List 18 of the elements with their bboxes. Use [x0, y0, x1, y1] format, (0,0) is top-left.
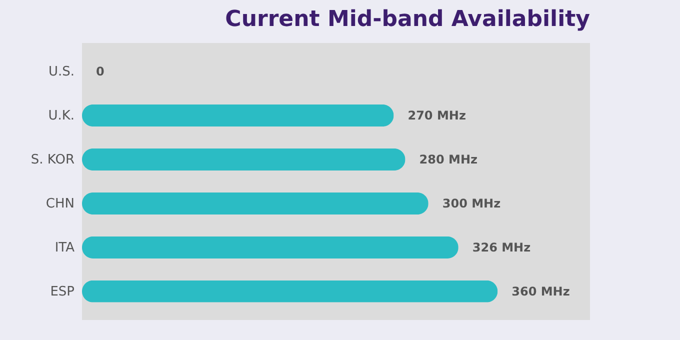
data-label: 270 MHz	[408, 108, 466, 123]
data-label: 326 MHz	[472, 240, 531, 254]
data-label: 360 MHz	[512, 284, 570, 298]
bar	[82, 104, 394, 127]
bar	[82, 148, 406, 171]
bar	[82, 192, 428, 214]
y-tick-label: ESP	[50, 284, 75, 300]
y-tick-label: U.K.	[48, 108, 74, 124]
y-tick-label: S. KOR	[30, 152, 74, 168]
data-label: 300 MHz	[442, 196, 501, 210]
bar	[82, 236, 458, 258]
data-label: 0	[96, 64, 104, 79]
data-label: 280 MHz	[419, 152, 478, 167]
y-tick-label: CHN	[46, 196, 74, 212]
bar	[82, 280, 498, 302]
y-tick-label: ITA	[54, 240, 75, 256]
y-tick-label: U.S.	[48, 64, 74, 80]
chart-title: Current Mid-band Availability	[225, 7, 590, 32]
